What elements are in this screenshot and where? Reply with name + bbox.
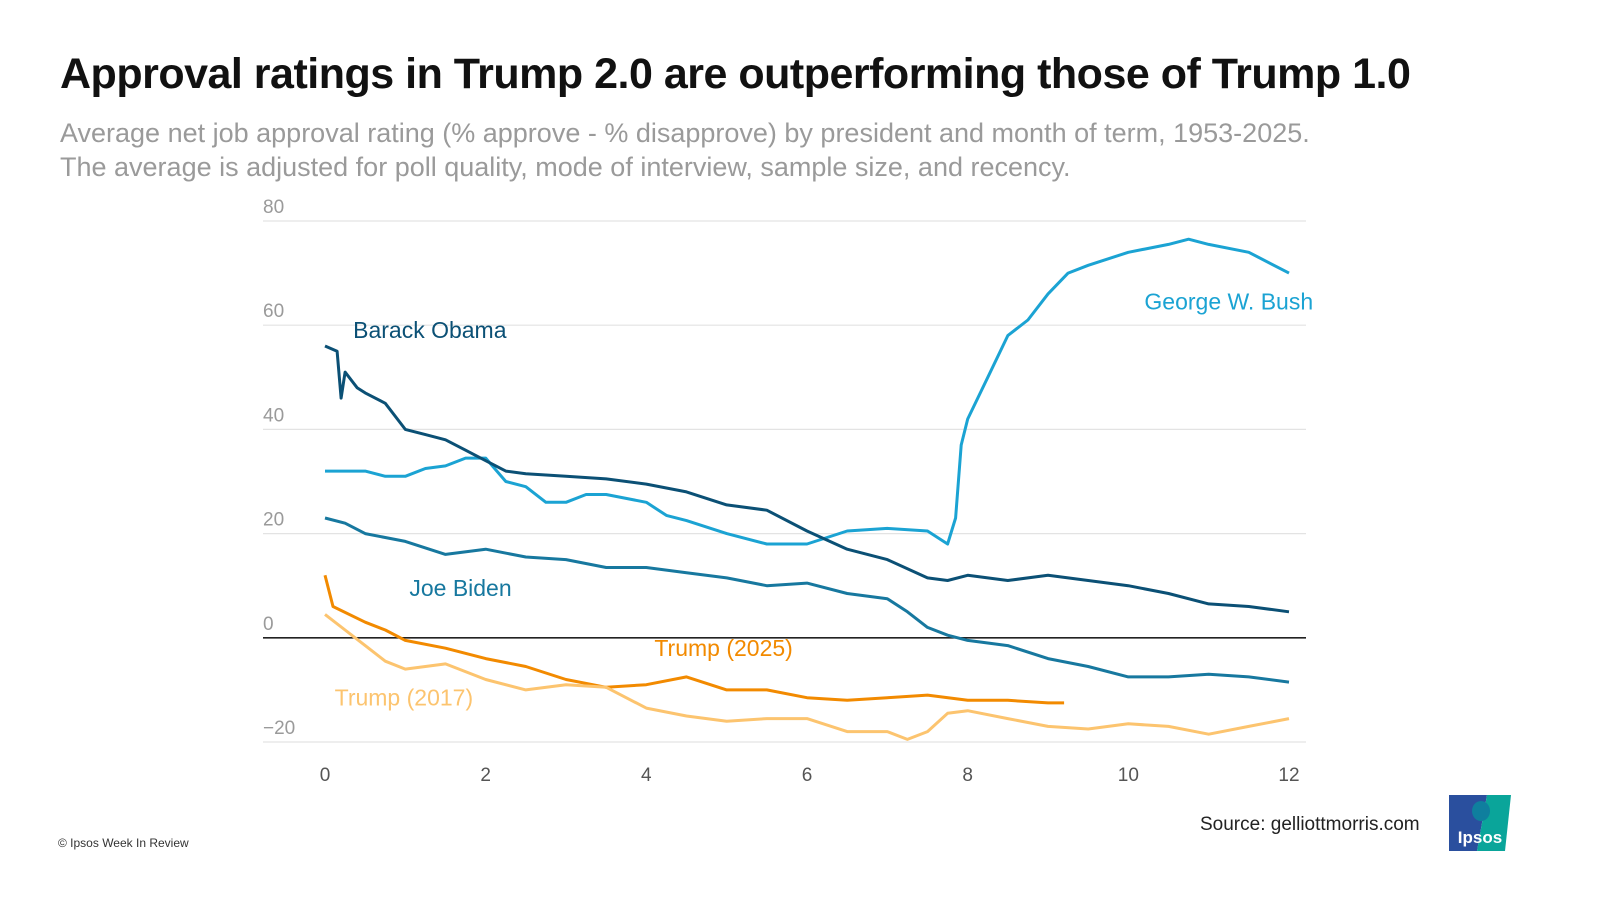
y-tick-label: 40 — [263, 405, 284, 426]
series-line-barack-obama — [324, 344, 1290, 614]
y-tick-label: −20 — [263, 718, 295, 739]
subtitle-line-2: The average is adjusted for poll quality… — [60, 152, 1071, 182]
x-tick-label: 8 — [962, 765, 973, 786]
series-line-joe-biden — [324, 516, 1290, 684]
x-tick-label: 10 — [1118, 765, 1139, 786]
y-tick-label: 80 — [263, 197, 284, 218]
x-tick-label: 12 — [1278, 765, 1299, 786]
x-tick-label: 4 — [641, 765, 652, 786]
chart-title: Approval ratings in Trump 2.0 are outper… — [60, 50, 1411, 98]
x-tick-label: 2 — [480, 765, 491, 786]
y-tick-label: 20 — [263, 510, 284, 531]
series-label: Trump (2025) — [654, 635, 792, 661]
series-label: Trump (2017) — [335, 685, 473, 711]
chart-subtitle: Average net job approval rating (% appro… — [60, 116, 1310, 184]
source-note: Source: gelliottmorris.com — [1200, 814, 1420, 835]
y-tick-label: 0 — [263, 614, 274, 635]
series-line-trump-2017 — [324, 613, 1290, 741]
x-tick-label: 0 — [320, 765, 331, 786]
y-tick-label: 60 — [263, 301, 284, 322]
series-label: George W. Bush — [1144, 289, 1313, 315]
subtitle-line-1: Average net job approval rating (% appro… — [60, 118, 1310, 148]
copyright-note: © Ipsos Week In Review — [58, 836, 189, 850]
x-tick-label: 6 — [802, 765, 813, 786]
ipsos-logo: Ipsos — [1449, 795, 1511, 851]
series-label: Joe Biden — [409, 575, 511, 601]
series-line-george-w-bush — [325, 237, 1290, 546]
svg-text:Ipsos: Ipsos — [1458, 828, 1502, 847]
series-line-trump-2025 — [323, 574, 1065, 705]
series-label: Barack Obama — [353, 317, 507, 343]
